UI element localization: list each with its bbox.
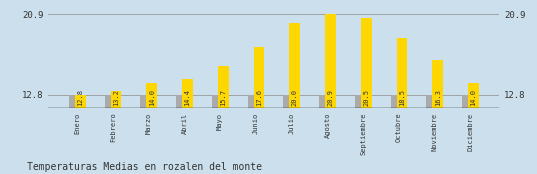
Bar bbox=[284, 95, 294, 108]
Bar bbox=[289, 23, 300, 108]
Bar bbox=[182, 79, 193, 108]
Bar bbox=[319, 95, 330, 108]
Bar bbox=[432, 60, 443, 108]
Bar bbox=[361, 18, 372, 108]
Text: 15.7: 15.7 bbox=[220, 89, 226, 106]
Text: 17.6: 17.6 bbox=[256, 89, 262, 106]
Text: 18.5: 18.5 bbox=[399, 89, 405, 106]
Bar bbox=[212, 95, 222, 108]
Bar bbox=[325, 14, 336, 108]
Text: 20.0: 20.0 bbox=[292, 89, 298, 106]
Bar bbox=[468, 83, 479, 108]
Text: Temperaturas Medias en rozalen del monte: Temperaturas Medias en rozalen del monte bbox=[27, 162, 262, 172]
Bar bbox=[75, 95, 85, 108]
Text: 12.8: 12.8 bbox=[77, 89, 83, 106]
Text: 16.3: 16.3 bbox=[435, 89, 441, 106]
Bar bbox=[355, 95, 366, 108]
Bar bbox=[147, 83, 157, 108]
Bar bbox=[111, 91, 121, 108]
Text: 14.0: 14.0 bbox=[149, 89, 155, 106]
Text: 14.0: 14.0 bbox=[470, 89, 476, 106]
Bar bbox=[462, 95, 473, 108]
Bar bbox=[140, 95, 151, 108]
Bar bbox=[390, 95, 401, 108]
Bar bbox=[176, 95, 187, 108]
Bar bbox=[397, 38, 408, 108]
Bar bbox=[253, 47, 264, 108]
Text: 13.2: 13.2 bbox=[113, 89, 119, 106]
Text: 14.4: 14.4 bbox=[185, 89, 191, 106]
Bar bbox=[69, 95, 79, 108]
Bar bbox=[248, 95, 258, 108]
Text: 20.5: 20.5 bbox=[364, 89, 369, 106]
Bar bbox=[105, 95, 115, 108]
Bar bbox=[218, 66, 229, 108]
Text: 20.9: 20.9 bbox=[328, 89, 333, 106]
Bar bbox=[426, 95, 437, 108]
